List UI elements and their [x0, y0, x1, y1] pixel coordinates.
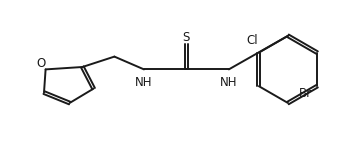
Text: S: S — [183, 31, 190, 44]
Text: Br: Br — [299, 87, 312, 100]
Text: Cl: Cl — [247, 34, 258, 47]
Text: NH: NH — [135, 76, 153, 89]
Text: NH: NH — [220, 76, 237, 89]
Text: O: O — [36, 57, 46, 70]
